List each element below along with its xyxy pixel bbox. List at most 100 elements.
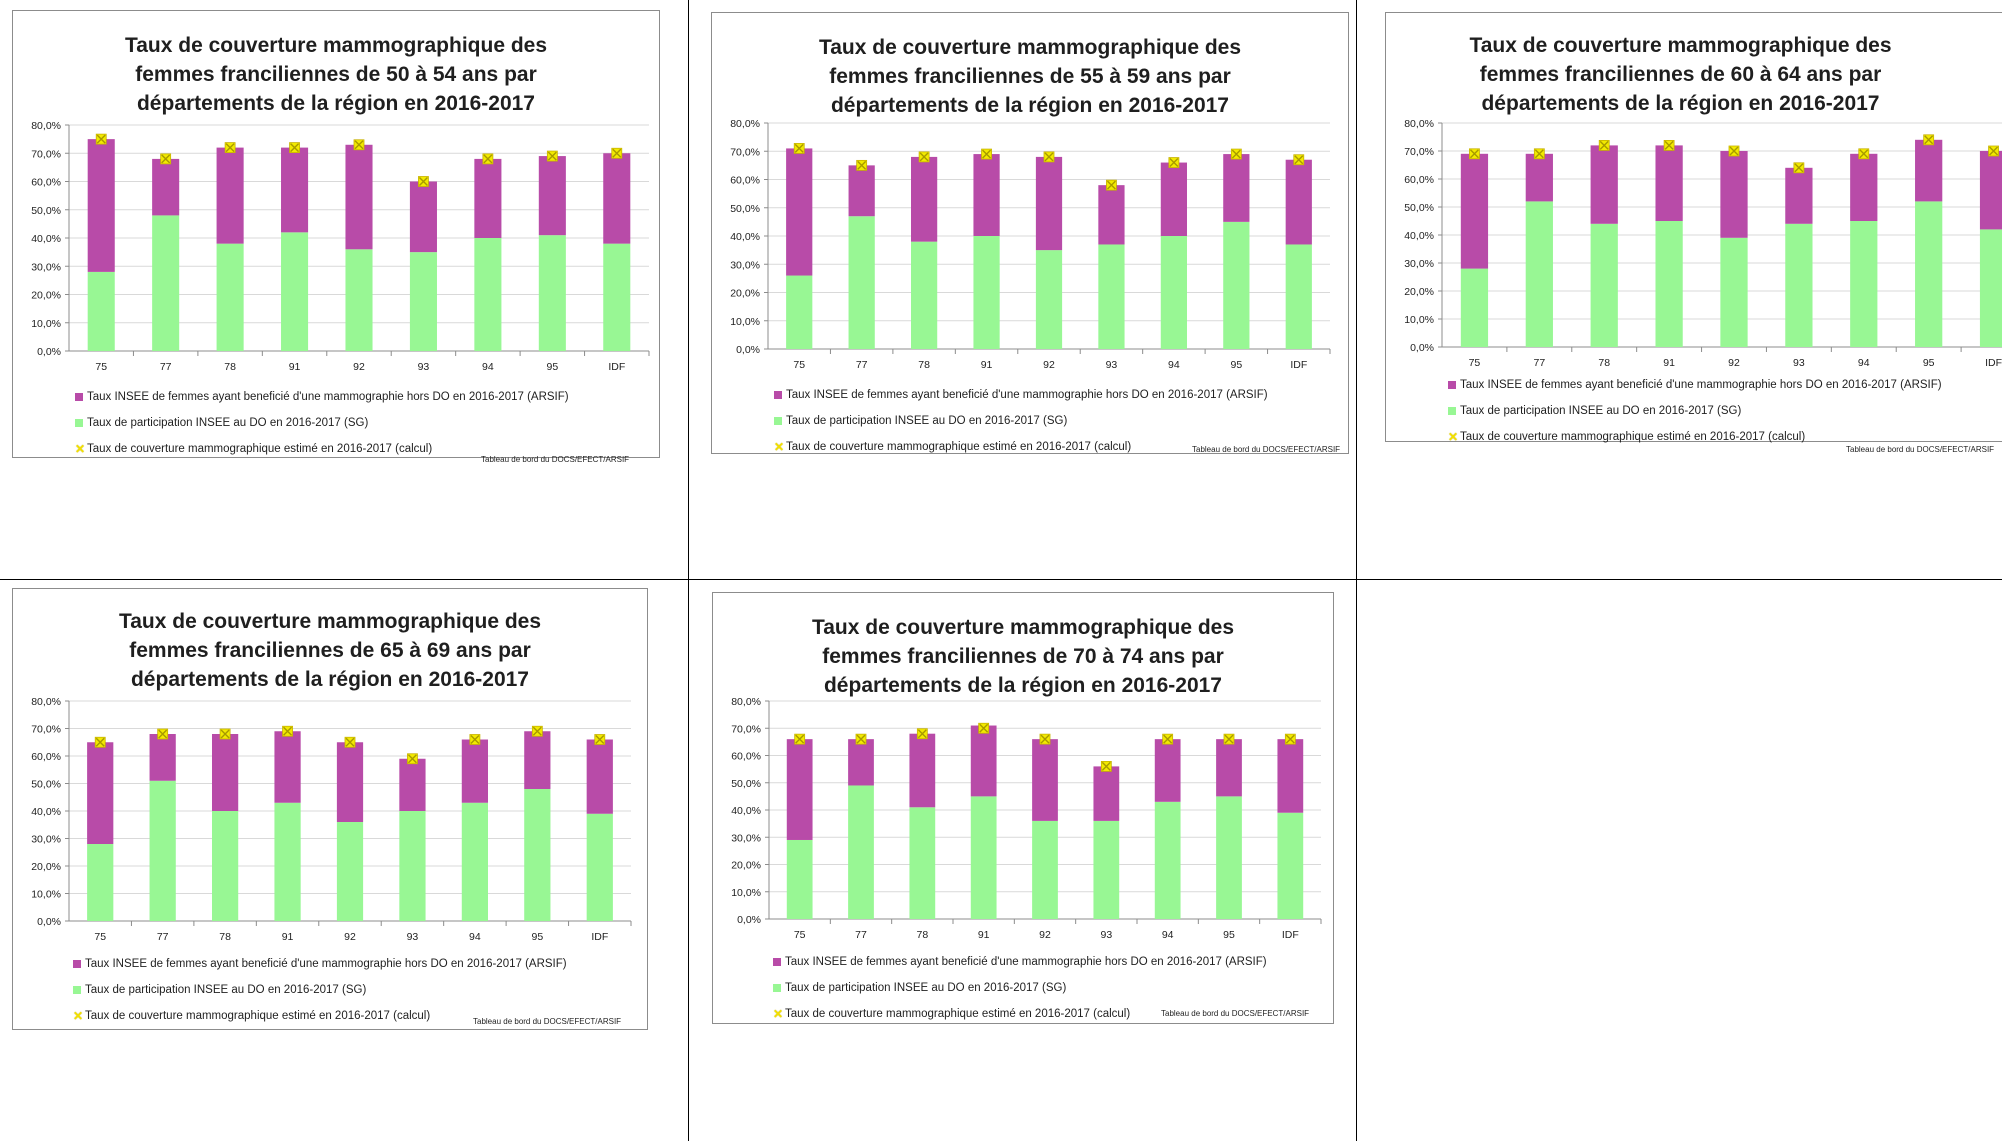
y-tick-label: 0,0% xyxy=(37,916,61,928)
total-marker-cross xyxy=(1664,140,1674,150)
bar-hors-do xyxy=(1093,766,1120,821)
total-marker xyxy=(531,725,543,737)
total-marker xyxy=(469,734,481,745)
y-tick-label: 60,0% xyxy=(1404,174,1434,186)
total-marker-cross xyxy=(1294,155,1304,165)
legend-label: Taux de participation INSEE au DO en 201… xyxy=(785,982,1067,994)
total-marker xyxy=(918,151,930,163)
chart-legend: Taux INSEE de femmes ayant beneficié d'u… xyxy=(75,384,569,462)
chart-plot: 0,0% 10,0% 20,0% 30,0% 40,0% 50,0% 60,0% 70,0% 8… xyxy=(1404,118,2002,369)
bar-do xyxy=(345,249,373,351)
bar-hors-do xyxy=(1277,739,1304,813)
chart-title: Taux de couverture mammographique des fe… xyxy=(712,33,1348,120)
y-tick-label: 70,0% xyxy=(31,724,61,736)
bar-hors-do xyxy=(1216,739,1242,797)
total-marker xyxy=(344,736,356,748)
total-marker xyxy=(1663,140,1675,151)
bar-do xyxy=(1720,237,1748,347)
legend-label: Taux de couverture mammographique estimé… xyxy=(785,1008,1131,1020)
y-tick-label: 30,0% xyxy=(730,259,760,271)
bar-hors-do xyxy=(786,148,813,276)
total-marker xyxy=(160,153,172,165)
bar-do xyxy=(1460,268,1489,347)
legend-item-hors-do: Taux INSEE de femmes ayant beneficié d'u… xyxy=(75,384,569,410)
total-marker-cross xyxy=(225,143,235,153)
total-marker-cross xyxy=(345,737,355,747)
bar-do xyxy=(586,813,613,921)
chart-legend: Taux INSEE de femmes ayant beneficié d'u… xyxy=(1448,372,1942,450)
y-tick-label: 50,0% xyxy=(31,205,61,217)
bar-hors-do xyxy=(1525,153,1553,202)
total-marker xyxy=(289,142,300,154)
chart-title-line: Taux de couverture mammographique des xyxy=(118,610,542,633)
total-marker-cross xyxy=(612,148,622,158)
bar-do xyxy=(1216,796,1242,919)
legend-label: Taux de participation INSEE au DO en 201… xyxy=(87,417,369,429)
legend-item-do: Taux de participation INSEE au DO en 201… xyxy=(1448,398,1942,424)
y-tick-label: 50,0% xyxy=(31,779,61,791)
total-marker xyxy=(418,176,429,187)
y-tick-label: 40,0% xyxy=(1404,230,1434,242)
total-marker xyxy=(224,142,236,154)
bar-hors-do xyxy=(409,181,437,253)
total-marker-cross xyxy=(1040,734,1050,744)
total-marker xyxy=(981,148,992,160)
total-marker-cross xyxy=(1924,135,1934,145)
bar-do xyxy=(848,216,875,349)
x-tick-label: 75 xyxy=(94,931,106,943)
bar-hors-do xyxy=(336,742,364,822)
y-tick-label: 70,0% xyxy=(1404,146,1434,158)
bar-do xyxy=(1915,201,1943,347)
legend-label: Taux de participation INSEE au DO en 201… xyxy=(1460,405,1742,417)
x-tick-label: IDF xyxy=(591,931,608,943)
x-marker-icon: ✕ xyxy=(75,442,86,456)
y-tick-label: 30,0% xyxy=(31,261,61,273)
bar-do xyxy=(1655,221,1683,347)
total-marker xyxy=(1988,145,1999,157)
bar-hors-do xyxy=(474,158,502,238)
total-marker-cross xyxy=(470,735,480,744)
total-marker-cross xyxy=(982,149,992,159)
x-tick-label: 92 xyxy=(1043,359,1055,371)
total-marker xyxy=(1533,148,1545,160)
grid-divider-1 xyxy=(688,0,689,1141)
bar-do xyxy=(1277,812,1304,919)
y-tick-label: 40,0% xyxy=(31,806,61,818)
total-marker xyxy=(1223,733,1235,745)
total-marker-cross xyxy=(979,723,989,733)
bar-do xyxy=(1093,820,1120,919)
bar-do xyxy=(848,785,874,919)
bar-hors-do xyxy=(345,144,373,250)
y-tick-label: 40,0% xyxy=(730,231,760,243)
bar-do xyxy=(281,232,309,351)
x-tick-label: 91 xyxy=(289,361,301,373)
bar-do xyxy=(786,839,813,919)
total-marker xyxy=(94,736,106,748)
chart-title-line: départements de la région en 2016-2017 xyxy=(130,668,529,691)
chart-legend: Taux INSEE de femmes ayant beneficié d'u… xyxy=(774,382,1268,460)
y-tick-label: 80,0% xyxy=(31,120,61,132)
bar-hors-do xyxy=(909,733,936,808)
source-note: Tableau de bord du DOCS/EFECT/ARSIF xyxy=(1846,445,1995,454)
bar-hors-do xyxy=(586,739,613,814)
total-marker-cross xyxy=(158,729,168,739)
total-marker xyxy=(611,147,623,159)
chart-60-64: 0,0% 10,0% 20,0% 30,0% 40,0% 50,0% 60,0% 70,0% 8… xyxy=(1385,12,2002,454)
bar-hors-do xyxy=(1655,145,1683,221)
bar-hors-do xyxy=(910,156,938,242)
bar-hors-do xyxy=(538,156,566,236)
x-tick-label: 75 xyxy=(794,929,806,941)
bar-hors-do xyxy=(1785,167,1813,224)
bar-hors-do xyxy=(87,742,114,844)
legend-swatch xyxy=(774,391,782,399)
x-tick-label: 77 xyxy=(1533,357,1545,369)
bar-hors-do xyxy=(461,739,489,803)
y-tick-label: 80,0% xyxy=(730,118,760,130)
bar-do xyxy=(1525,201,1553,347)
bar-do xyxy=(211,811,239,921)
legend-swatch xyxy=(75,393,83,401)
legend-item-total: ✕ Taux de couverture mammographique estim… xyxy=(773,1001,1267,1027)
total-marker xyxy=(1598,140,1610,151)
bar-do xyxy=(461,802,489,921)
y-tick-label: 80,0% xyxy=(731,696,761,708)
